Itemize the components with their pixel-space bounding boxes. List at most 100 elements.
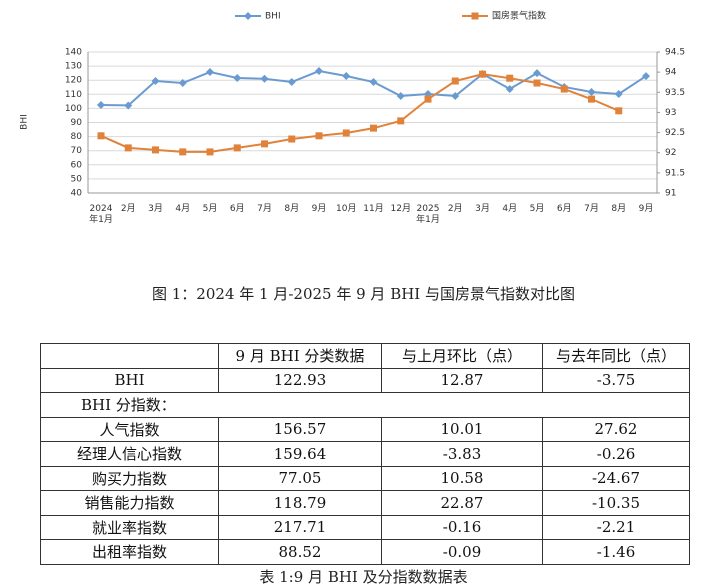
series-line: [100, 73, 620, 153]
table-cell: 与上月环比（点）: [381, 343, 543, 369]
y-tick-label: 50: [71, 174, 83, 184]
marker: [179, 148, 187, 156]
x-tick-label: 4月: [175, 204, 191, 214]
table-cell: 9 月 BHI 分类数据: [218, 343, 382, 369]
y2-tick-label: 93.5: [665, 88, 685, 98]
x-tick-label: 7月: [257, 204, 272, 214]
y2-tick-label: 94.5: [665, 48, 685, 58]
y-tick-label: 110: [65, 90, 82, 100]
marker: [587, 88, 596, 97]
y2-tick-label: 92.5: [665, 128, 685, 138]
x-tick-label: 4月: [502, 204, 518, 214]
table-cell: -10.35: [542, 490, 690, 516]
marker: [397, 117, 405, 125]
marker: [315, 67, 323, 76]
x-tick-label: 5月: [529, 204, 545, 214]
table-cell: -24.67: [542, 465, 690, 491]
marker: [505, 84, 514, 93]
table-row: 销售能力指数 118.79 22.87 -10.35: [40, 490, 690, 516]
table-cell: 10.58: [381, 465, 543, 491]
table-row: 购买力指数 77.05 10.58 -24.67: [40, 465, 690, 491]
marker: [287, 78, 296, 87]
chart: BHI 40 50 60 70 80 90 100 110 120 130 140 91 91.5 92 9…: [20, 10, 686, 199]
x-tick-label: 5月: [202, 204, 218, 214]
marker: [97, 101, 105, 110]
marker: [424, 95, 432, 103]
table-cell: 购买力指数: [40, 465, 219, 491]
x-tick-label: 9月: [311, 204, 327, 214]
table-cell: -3.83: [381, 441, 543, 467]
table-cell: -0.16: [381, 514, 543, 540]
marker: [588, 95, 595, 103]
x-tick-label: 3月: [148, 204, 163, 214]
x-tick-label: 8月: [284, 204, 300, 214]
y-tick-label: 90: [71, 118, 83, 128]
table-row: 9 月 BHI 分类数据 与上月环比（点） 与去年同比（点）: [40, 343, 690, 369]
y-tick-label: 130: [65, 62, 82, 72]
table-cell: 销售能力指数: [40, 490, 219, 516]
x-tick-label: 2月: [447, 204, 463, 214]
table-cell: 159.64: [218, 441, 382, 467]
table-row: 就业率指数 217.71 -0.16 -2.21: [40, 514, 690, 540]
marker: [124, 144, 132, 152]
y2-tick-label: 94: [665, 68, 677, 78]
x-tick-label: 3月: [475, 204, 490, 214]
table-cell: 10.01: [381, 416, 543, 442]
table-cell: -1.46: [542, 539, 690, 565]
table-cell: 出租率指数: [40, 539, 219, 565]
x-tick-label: 8月: [611, 204, 627, 214]
marker: [206, 68, 214, 77]
x-tick-label: 12月: [390, 204, 411, 214]
data-table: 9 月 BHI 分类数据 与上月环比（点） 与去年同比（点） BHI 122.93 12.…: [40, 343, 690, 565]
figure-caption: 图 1：2024 年 1 月-2025 年 9 月 BHI 与国房景气指数对比图: [152, 285, 575, 303]
table-cell: -0.26: [542, 441, 690, 467]
table-cell: BHI 分指数：: [40, 392, 690, 418]
marker: [370, 124, 377, 132]
table-row: 人气指数 156.57 10.01 27.62: [40, 416, 690, 442]
table-row: 出租率指数 88.52 -0.09 -1.46: [40, 539, 690, 565]
marker: [615, 107, 623, 115]
marker: [152, 146, 159, 154]
y-tick-label: 100: [65, 104, 82, 114]
y2-tick-label: 91.5: [665, 168, 685, 178]
y2-tick-label: 92: [665, 148, 676, 158]
table-cell: -0.09: [381, 539, 543, 565]
marker: [260, 74, 269, 83]
marker: [533, 79, 541, 87]
marker: [288, 135, 296, 143]
table-row: BHI 122.93 12.87 -3.75: [40, 367, 690, 393]
marker: [206, 148, 214, 156]
x-tick-label: 6月: [556, 204, 572, 214]
x-tick-label: 2024 年1月: [89, 204, 113, 225]
marker: [451, 91, 460, 100]
table-cell: 经理人信心指数: [40, 441, 219, 467]
x-tick-label: 7月: [584, 204, 599, 214]
marker: [244, 12, 252, 20]
marker: [151, 77, 160, 86]
x-tick-label: 2025 年1月: [416, 204, 440, 225]
table-cell: 156.57: [218, 416, 382, 442]
y2-tick-label: 91: [665, 189, 676, 199]
marker: [533, 69, 541, 78]
table-cell: 12.87: [381, 367, 543, 393]
table-row: BHI 分指数：: [40, 392, 690, 418]
y-tick-label: 120: [65, 76, 82, 86]
x-tick-label: 9月: [638, 204, 654, 214]
marker: [233, 144, 241, 152]
y-tick-label: 60: [71, 160, 83, 170]
marker: [506, 74, 514, 82]
table-cell: 217.71: [218, 514, 382, 540]
table-cell: 人气指数: [40, 416, 219, 442]
marker: [261, 140, 268, 148]
legend-label: BHI: [265, 12, 281, 22]
table-cell: 27.62: [542, 416, 690, 442]
marker: [315, 132, 323, 140]
marker: [396, 91, 405, 100]
marker: [178, 79, 187, 88]
y-tick-label: 70: [71, 146, 83, 156]
table-row: 经理人信心指数 159.64 -3.83 -0.26: [40, 441, 690, 467]
table-cell: 22.87: [381, 490, 543, 516]
marker: [479, 70, 486, 78]
marker: [560, 85, 568, 93]
